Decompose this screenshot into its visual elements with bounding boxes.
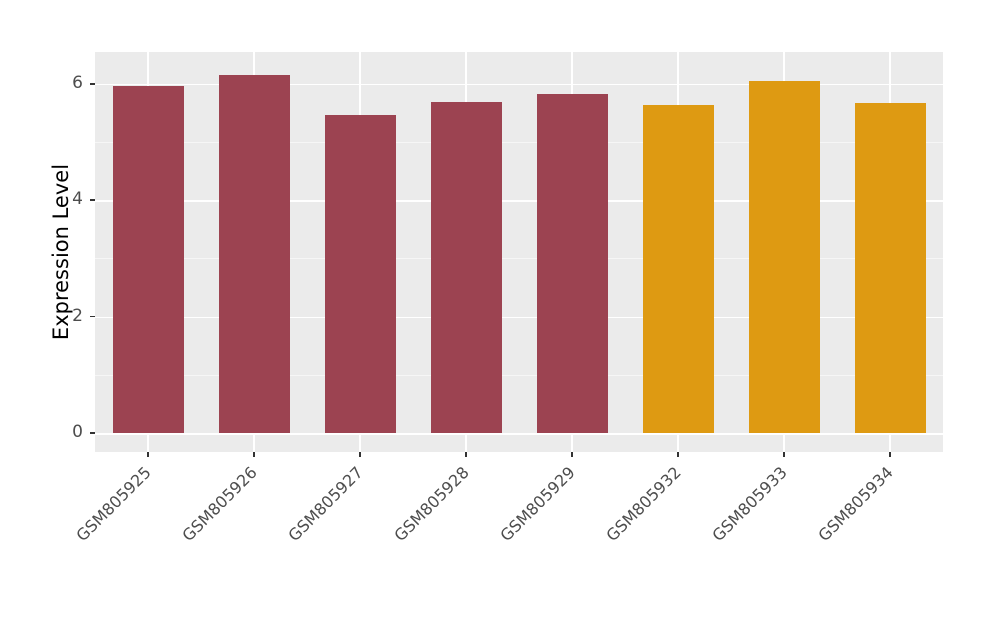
plot-panel bbox=[95, 52, 943, 452]
x-tick-mark bbox=[677, 452, 679, 457]
gridline-minor bbox=[95, 374, 943, 376]
gridline-major bbox=[95, 200, 943, 202]
bar[interactable] bbox=[854, 103, 926, 433]
gridline-major bbox=[95, 316, 943, 319]
y-tick-mark bbox=[90, 83, 95, 85]
bar[interactable] bbox=[536, 94, 608, 433]
gridline-major bbox=[95, 83, 943, 86]
bar[interactable] bbox=[112, 86, 184, 433]
bar[interactable] bbox=[218, 75, 290, 433]
x-tick-mark bbox=[889, 452, 891, 457]
x-tick-mark bbox=[359, 452, 361, 457]
gridline-minor bbox=[95, 142, 943, 143]
y-tick-label: 0 bbox=[72, 422, 83, 442]
gridline-minor bbox=[95, 258, 943, 260]
bar[interactable] bbox=[324, 115, 396, 433]
bar[interactable] bbox=[430, 101, 502, 433]
y-tick-mark bbox=[90, 199, 95, 201]
x-tick-mark bbox=[253, 452, 255, 457]
x-tick-mark bbox=[571, 452, 573, 457]
x-tick-mark bbox=[465, 452, 467, 457]
y-tick-label: 4 bbox=[72, 189, 83, 210]
bar[interactable] bbox=[642, 104, 714, 433]
y-tick-label: 6 bbox=[72, 72, 83, 93]
y-tick-mark bbox=[90, 315, 95, 318]
x-tick-mark bbox=[147, 452, 149, 457]
y-tick-mark bbox=[90, 432, 95, 434]
bar[interactable] bbox=[748, 80, 820, 433]
y-tick-label: 2 bbox=[72, 305, 83, 326]
gridline-major bbox=[95, 433, 943, 435]
y-axis-title: Expression Level bbox=[49, 163, 73, 341]
x-tick-mark bbox=[783, 452, 785, 457]
